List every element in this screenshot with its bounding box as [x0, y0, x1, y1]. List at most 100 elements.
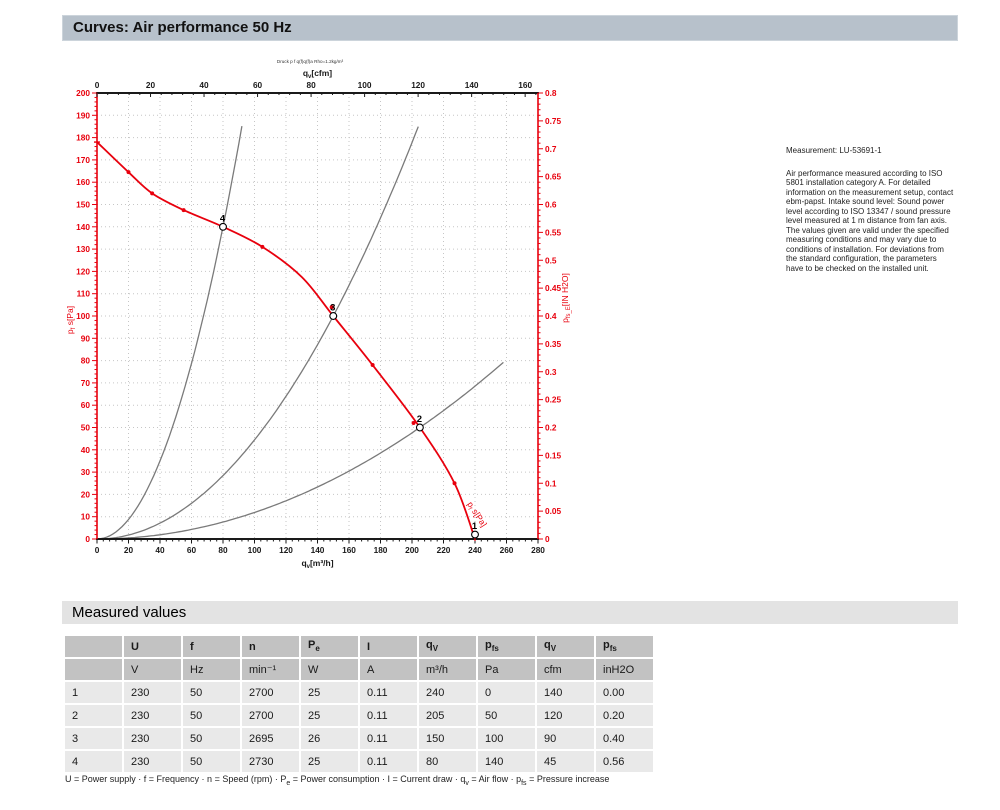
value-cell: 0.11 — [360, 682, 417, 703]
legend-text: v — [465, 779, 469, 787]
operating-point-number: 1 — [472, 521, 478, 532]
svg-text:160: 160 — [342, 545, 356, 555]
value-cell: 50 — [183, 682, 240, 703]
unit-cell: inH2O — [596, 659, 653, 680]
header-cell — [65, 636, 122, 657]
top-axis-ticks — [96, 93, 537, 97]
header-cell: qV — [537, 636, 594, 657]
table-legend: U = Power supply · f = Frequency · n = S… — [65, 774, 965, 787]
legend-text: = Power consumption · I = Current draw ·… — [290, 774, 466, 784]
header-cell: pfs — [478, 636, 535, 657]
value-cell: 26 — [301, 728, 358, 749]
value-cell: 205 — [419, 705, 476, 726]
unit-cell: V — [124, 659, 181, 680]
scatter-dot — [411, 421, 416, 426]
svg-text:120: 120 — [279, 545, 293, 555]
air-performance-chart-svg: 0102030405060708090100110120130140150160… — [65, 59, 572, 570]
value-cell: 0.56 — [596, 751, 653, 772]
svg-text:280: 280 — [531, 545, 545, 555]
value-cell: 25 — [301, 751, 358, 772]
svg-text:80: 80 — [81, 356, 91, 366]
svg-text:0.25: 0.25 — [545, 395, 562, 405]
svg-text:100: 100 — [248, 545, 262, 555]
value-cell: 2700 — [242, 682, 299, 703]
svg-text:180: 180 — [76, 133, 90, 143]
scatter-dot — [260, 244, 265, 249]
svg-text:60: 60 — [253, 80, 263, 90]
svg-text:100: 100 — [76, 311, 90, 321]
value-cell: 2700 — [242, 705, 299, 726]
value-cell: 230 — [124, 705, 181, 726]
value-cell: 120 — [537, 705, 594, 726]
svg-text:0.75: 0.75 — [545, 116, 562, 126]
svg-text:140: 140 — [465, 80, 479, 90]
unit-cell: m³/h — [419, 659, 476, 680]
bottom-axis-title: qv​[m³/h] — [301, 558, 333, 570]
value-cell: 0.11 — [360, 705, 417, 726]
page-title: Curves: Air performance 50 Hz — [73, 19, 292, 36]
value-cell: 50 — [183, 751, 240, 772]
value-cell: 2695 — [242, 728, 299, 749]
svg-text:40: 40 — [155, 545, 165, 555]
value-cell: 0.20 — [596, 705, 653, 726]
svg-text:0.5: 0.5 — [545, 255, 557, 265]
unit-cell — [65, 659, 122, 680]
value-cell: 140 — [537, 682, 594, 703]
svg-text:70: 70 — [81, 378, 91, 388]
value-cell: 230 — [124, 728, 181, 749]
svg-text:200: 200 — [76, 88, 90, 98]
air-performance-chart: 0 10 20 30 40 50 60 70 80 90 100 110 120 130 140 150 160… — [60, 55, 610, 590]
svg-text:40: 40 — [81, 445, 91, 455]
value-cell: 50 — [183, 705, 240, 726]
svg-text:260: 260 — [500, 545, 514, 555]
chart-tiny-header: Druck p f q(f)q(f)a Rho=1.2kg/m³ — [277, 59, 344, 64]
legend-text: U = Power supply · f = Frequency · n = S… — [65, 774, 287, 784]
svg-text:150: 150 — [76, 200, 90, 210]
value-cell: 230 — [124, 682, 181, 703]
scatter-dot — [452, 481, 457, 486]
value-cell: 230 — [124, 751, 181, 772]
measured-values-header: Measured values — [62, 601, 958, 624]
svg-text:60: 60 — [187, 545, 197, 555]
scatter-dot — [370, 363, 375, 368]
svg-text:140: 140 — [76, 222, 90, 232]
row-number: 3 — [65, 728, 122, 749]
left-axis-title: pf​ s[Pa] — [65, 306, 77, 334]
svg-text:10: 10 — [81, 512, 91, 522]
value-cell: 0 — [478, 682, 535, 703]
unit-cell: cfm — [537, 659, 594, 680]
svg-text:0.35: 0.35 — [545, 339, 562, 349]
value-cell: 140 — [478, 751, 535, 772]
page-title-bar: Curves: Air performance 50 Hz — [62, 15, 958, 41]
svg-text:200: 200 — [405, 545, 419, 555]
operating-point — [415, 423, 424, 432]
operating-point-number: 3 — [330, 303, 335, 314]
row-number: 2 — [65, 705, 122, 726]
row-number: 1 — [65, 682, 122, 703]
system-curve — [97, 126, 419, 540]
svg-text:0.8: 0.8 — [545, 88, 557, 98]
legend-text: e — [286, 779, 291, 787]
svg-text:20: 20 — [146, 80, 156, 90]
value-cell: 80 — [419, 751, 476, 772]
numbered-points: 1 2 3 4 — [219, 213, 479, 539]
legend-text: = Pressure increase — [526, 774, 610, 784]
header-cell: U — [124, 636, 181, 657]
svg-text:120: 120 — [411, 80, 425, 90]
svg-text:180: 180 — [374, 545, 388, 555]
svg-text:120: 120 — [76, 266, 90, 276]
system-curve — [97, 361, 504, 540]
svg-text:0: 0 — [545, 534, 550, 544]
unit-cell: Pa — [478, 659, 535, 680]
value-cell: 90 — [537, 728, 594, 749]
bottom-axis-ticks — [96, 539, 539, 544]
header-cell: qV — [419, 636, 476, 657]
svg-text:160: 160 — [76, 177, 90, 187]
svg-text:0.1: 0.1 — [545, 478, 557, 488]
svg-text:0.55: 0.55 — [545, 227, 562, 237]
value-cell: 50 — [183, 728, 240, 749]
value-cell: 100 — [478, 728, 535, 749]
unit-cell: min⁻¹ — [242, 659, 299, 680]
